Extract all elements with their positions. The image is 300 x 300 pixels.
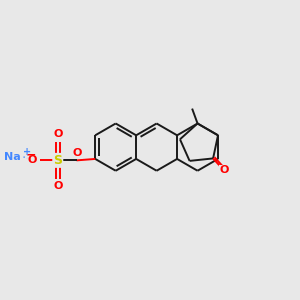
Text: +: + xyxy=(23,147,31,157)
Text: O: O xyxy=(28,155,37,165)
Text: Na: Na xyxy=(4,152,21,163)
Text: O: O xyxy=(73,148,82,158)
Text: S: S xyxy=(53,154,62,167)
Text: O: O xyxy=(53,182,62,191)
Text: −: − xyxy=(26,149,36,162)
Text: O: O xyxy=(53,129,62,139)
Text: O: O xyxy=(219,165,228,175)
